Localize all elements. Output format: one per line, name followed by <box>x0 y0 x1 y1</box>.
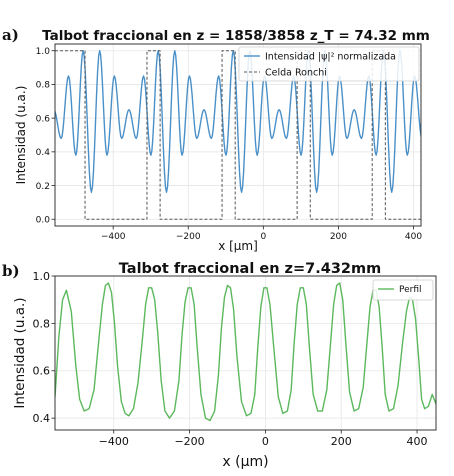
y-axis-label: Intensidad (u.a.) <box>12 297 28 408</box>
legend-box <box>238 46 420 82</box>
x-tick-label: 200 <box>331 435 352 448</box>
y-tick-label: 1.0 <box>36 47 51 57</box>
chart-title: Talbot fraccional en z = 1858/3858 z_T =… <box>42 28 430 44</box>
y-tick-label: 0.8 <box>36 81 51 91</box>
y-tick-label: 0.8 <box>33 317 51 330</box>
x-tick-label: 0 <box>260 232 266 242</box>
panel-label: a) <box>2 26 19 44</box>
series-line-0 <box>55 50 421 193</box>
x-tick-label: 200 <box>330 232 347 242</box>
axes-frame <box>54 43 422 227</box>
y-axis-label: Intensidad (u.a.) <box>14 86 28 185</box>
x-tick-label: −200 <box>176 232 201 242</box>
x-tick-label: 400 <box>405 232 422 242</box>
y-tick-label: 0.4 <box>33 412 51 425</box>
panel-label: b) <box>2 262 20 280</box>
y-tick-label: 0.4 <box>36 148 51 158</box>
x-tick-label: −400 <box>99 435 129 448</box>
y-tick-label: 1.0 <box>33 270 51 283</box>
y-tick-label: 0.0 <box>36 215 51 225</box>
legend-label: Intensidad |ψ|² normalizada <box>265 51 396 62</box>
panel-b: −400 −200 0 200 400 0.4 0.6 0.8 1.0 x (µm) Intensi… <box>2 261 437 470</box>
x-tick-label: −400 <box>101 232 126 242</box>
axes-frame <box>54 275 437 431</box>
legend-box <box>372 279 434 301</box>
series-line-1 <box>55 50 421 220</box>
y-tick-label: 0.6 <box>36 114 51 124</box>
panel-a: −400 −200 0 200 400 0.0 0.2 0.4 0.6 0.8 1.0 x [µm] I… <box>2 26 430 253</box>
y-tick-label: 0.6 <box>33 365 51 378</box>
x-axis-label: x (µm) <box>222 454 268 470</box>
x-axis-label: x [µm] <box>218 239 258 253</box>
legend-label: Celda Ronchi <box>265 67 327 78</box>
y-tick-label: 0.2 <box>36 182 50 192</box>
legend-label: Perfil <box>399 285 422 295</box>
x-tick-label: 400 <box>407 435 428 448</box>
plot-area <box>55 50 421 220</box>
x-tick-label: 0 <box>262 435 269 448</box>
x-tick-label: −200 <box>174 435 204 448</box>
chart-title: Talbot fraccional en z=7.432mm <box>119 261 381 277</box>
